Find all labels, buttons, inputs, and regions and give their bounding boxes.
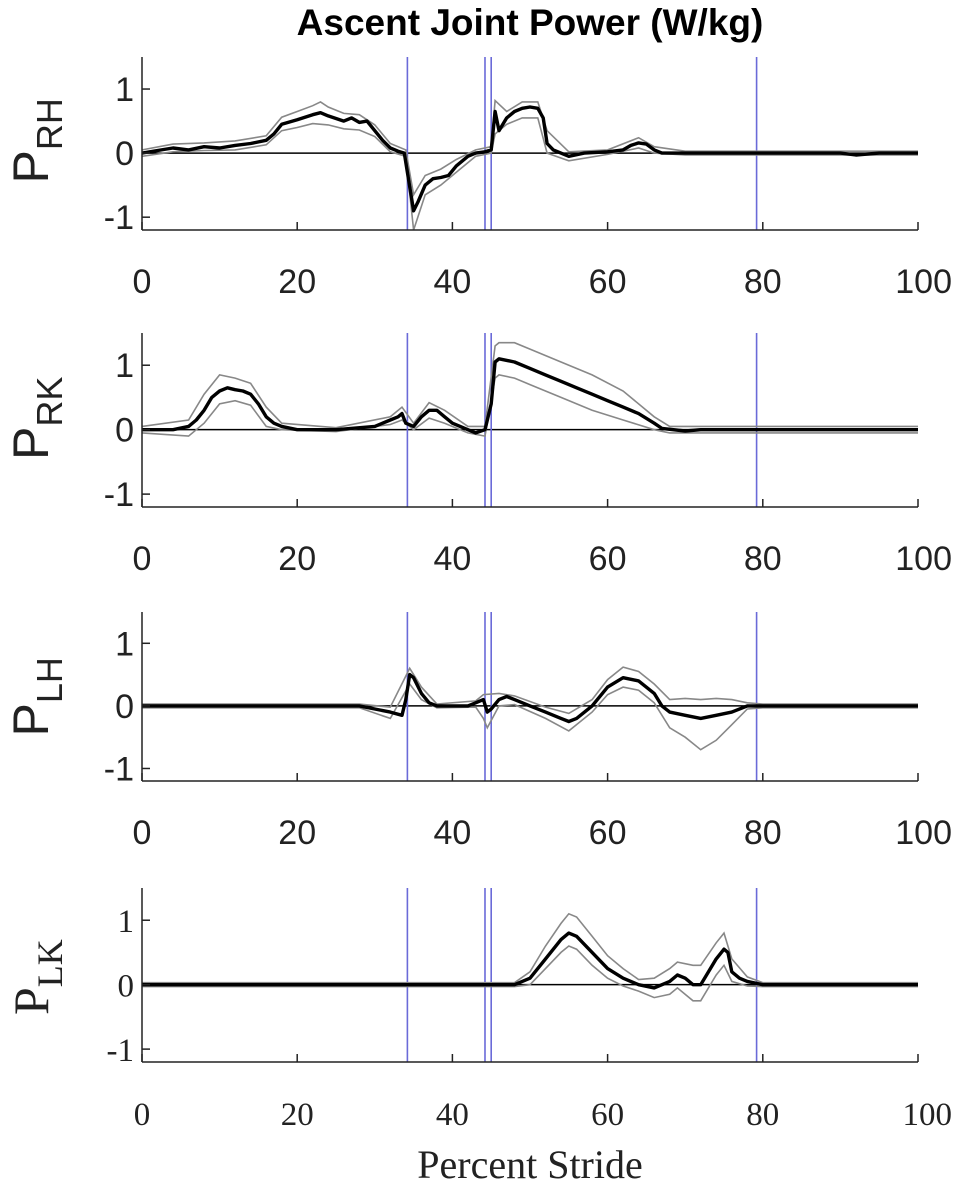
plot-area xyxy=(142,333,918,507)
upper-band-line xyxy=(142,912,918,984)
x-tick-label: 0 xyxy=(134,1097,151,1133)
y-tick-label: 1 xyxy=(115,71,134,109)
x-axis-label: Percent Stride xyxy=(417,1142,643,1185)
mean-line xyxy=(142,931,918,990)
x-tick-label: 100 xyxy=(895,540,952,578)
plot-area xyxy=(142,888,918,1062)
mean-line xyxy=(142,357,918,435)
y-axis-label: PRH xyxy=(3,98,70,183)
y-tick-label: 0 xyxy=(115,688,134,726)
x-tick-label: 20 xyxy=(281,1097,314,1133)
x-tick-label: 60 xyxy=(589,263,627,301)
y-tick-label: -1 xyxy=(104,750,134,788)
plot-area xyxy=(142,57,918,230)
x-tick-label: 20 xyxy=(278,540,316,578)
x-tick-label: 20 xyxy=(278,814,316,852)
x-tick-label: 100 xyxy=(903,1097,953,1133)
y-tick-label: 1 xyxy=(115,625,134,663)
x-tick-label: 60 xyxy=(589,814,627,852)
x-tick-label: 40 xyxy=(433,814,471,852)
y-label-main: P xyxy=(3,703,59,736)
y-tick-label: 1 xyxy=(118,904,135,940)
x-tick-label: 80 xyxy=(746,1097,779,1133)
x-tick-label: 20 xyxy=(278,263,316,301)
y-tick-label: 1 xyxy=(115,347,134,385)
y-tick-label: -1 xyxy=(107,1033,135,1069)
y-label-main: P xyxy=(3,427,59,460)
y-label-subscript: LK xyxy=(30,939,70,987)
mean-line xyxy=(142,105,918,213)
x-tick-label: 100 xyxy=(895,263,952,301)
x-tick-label: 80 xyxy=(744,263,782,301)
y-tick-label: 0 xyxy=(115,135,134,173)
x-tick-label: 40 xyxy=(433,263,471,301)
y-label-subscript: RK xyxy=(29,377,70,427)
upper-band-line xyxy=(142,666,918,715)
x-tick-label: 0 xyxy=(133,540,152,578)
y-label-main: P xyxy=(3,987,59,1015)
upper-band-line xyxy=(142,98,918,198)
x-tick-label: 80 xyxy=(744,540,782,578)
x-tick-label: 80 xyxy=(744,814,782,852)
y-axis-label: PLK xyxy=(3,939,70,1015)
x-tick-label: 0 xyxy=(133,814,152,852)
lower-band-line xyxy=(142,945,918,1002)
x-tick-label: 100 xyxy=(895,814,952,852)
y-tick-label: -1 xyxy=(104,199,134,237)
y-tick-label: 0 xyxy=(115,412,134,450)
y-label-subscript: RH xyxy=(29,98,70,150)
y-label-main: P xyxy=(3,150,59,183)
y-tick-label: 0 xyxy=(118,969,135,1005)
lower-band-line xyxy=(142,682,918,751)
mean-line xyxy=(142,672,918,724)
lower-band-line xyxy=(142,117,918,230)
y-axis-label: PLH xyxy=(3,657,70,736)
upper-band-line xyxy=(142,341,918,429)
x-tick-label: 40 xyxy=(433,540,471,578)
lower-band-line xyxy=(142,374,918,438)
x-tick-label: 60 xyxy=(589,540,627,578)
x-tick-label: 40 xyxy=(436,1097,469,1133)
chart-title: Ascent Joint Power (W/kg) xyxy=(297,2,764,43)
plot-area xyxy=(142,612,918,781)
y-axis-label: PRK xyxy=(3,377,70,460)
y-tick-label: -1 xyxy=(104,476,134,514)
y-label-subscript: LH xyxy=(29,657,70,703)
x-tick-label: 0 xyxy=(133,263,152,301)
x-tick-label: 60 xyxy=(591,1097,624,1133)
